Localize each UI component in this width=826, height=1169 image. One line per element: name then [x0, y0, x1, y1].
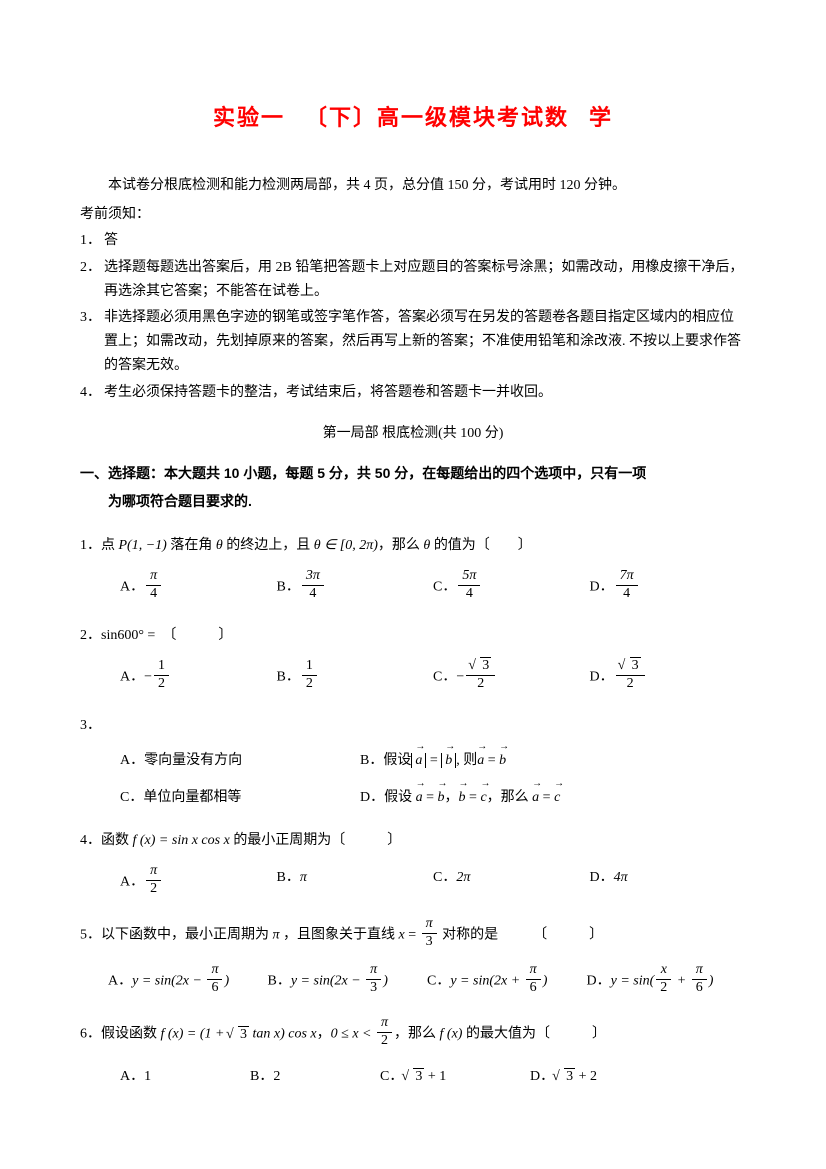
option-C: C．2π	[433, 865, 590, 900]
option-D: D．7π4	[590, 570, 747, 605]
option-D: D．4π	[590, 865, 747, 900]
option-A: A．零向量没有方向	[120, 748, 360, 773]
option-C: C．5π4	[433, 570, 590, 605]
section-heading: 一、选择题：本大题共 10 小题，每题 5 分，共 50 分，在每题给出的四个选…	[80, 459, 746, 515]
notice-item: 3． 非选择题必须用黑色字迹的钢笔或签字笔作答，答案必须写在另发的答题卷各题目指…	[80, 306, 746, 377]
notice-item: 4． 考生必须保持答题卡的整洁，考试结束后，将答题卷和答题卡一并收回。	[80, 381, 746, 405]
option-C: C．y = sin(2x + π6)	[427, 964, 587, 999]
question-4: 4．函数 f (x) = sin x cos x 的最小正周期为〔 〕 A．π2…	[80, 828, 746, 900]
option-B: B．2	[250, 1064, 380, 1089]
option-B: B．π	[277, 865, 434, 900]
option-B: B．12	[277, 660, 434, 695]
exam-title: 实验一〔下〕高一级模块考试数学	[80, 100, 746, 135]
option-A: A．1	[120, 1064, 250, 1089]
option-C: C．3 + 1	[380, 1064, 530, 1089]
option-A: A．−12	[120, 660, 277, 695]
question-1: 1．点 P(1, −1) 落在角 θ 的终边上，且 θ ∈ [0, 2π)，那么…	[80, 533, 746, 605]
option-C: C．单位向量都相等	[120, 785, 360, 810]
option-D: D．32	[590, 660, 747, 695]
question-2: 2．sin600° = 〔 〕 A．−12 B．12 C．−32 D．32	[80, 623, 746, 695]
option-D: D．y = sin(x2 + π6)	[587, 964, 747, 999]
notice-item: 1． 答	[80, 229, 746, 253]
option-D: D．假设 →a = →b，→b = →c，那么 →a = →c	[360, 785, 746, 810]
question-3: 3． A．零向量没有方向 B．假设→a = →b, 则→a = →b C．单位向…	[80, 713, 746, 811]
option-B: B．y = sin(2x − π3)	[268, 964, 428, 999]
option-A: A．π4	[120, 570, 277, 605]
part-header: 第一局部 根底检测(共 100 分)	[80, 423, 746, 445]
intro-text: 本试卷分根底检测和能力检测两局部，共 4 页，总分值 150 分，考试用时 12…	[80, 175, 746, 197]
question-5: 5．以下函数中，最小正周期为 π ，且图象关于直线 x = π3 对称的是 〔 …	[80, 918, 746, 999]
question-6: 6．假设函数 f (x) = (1 + 3 tan x) cos x，0 ≤ x…	[80, 1017, 746, 1089]
option-A: A．π2	[120, 865, 277, 900]
option-B: B．3π4	[277, 570, 434, 605]
notice-heading: 考前须知：	[80, 204, 746, 226]
option-A: A．y = sin(2x − π6)	[108, 964, 268, 999]
notice-item: 2． 选择题每题选出答案后，用 2B 铅笔把答题卡上对应题目的答案标号涂黑；如需…	[80, 256, 746, 304]
option-C: C．−32	[433, 660, 590, 695]
option-D: D．3 + 2	[530, 1064, 680, 1089]
option-B: B．假设→a = →b, 则→a = →b	[360, 748, 746, 773]
